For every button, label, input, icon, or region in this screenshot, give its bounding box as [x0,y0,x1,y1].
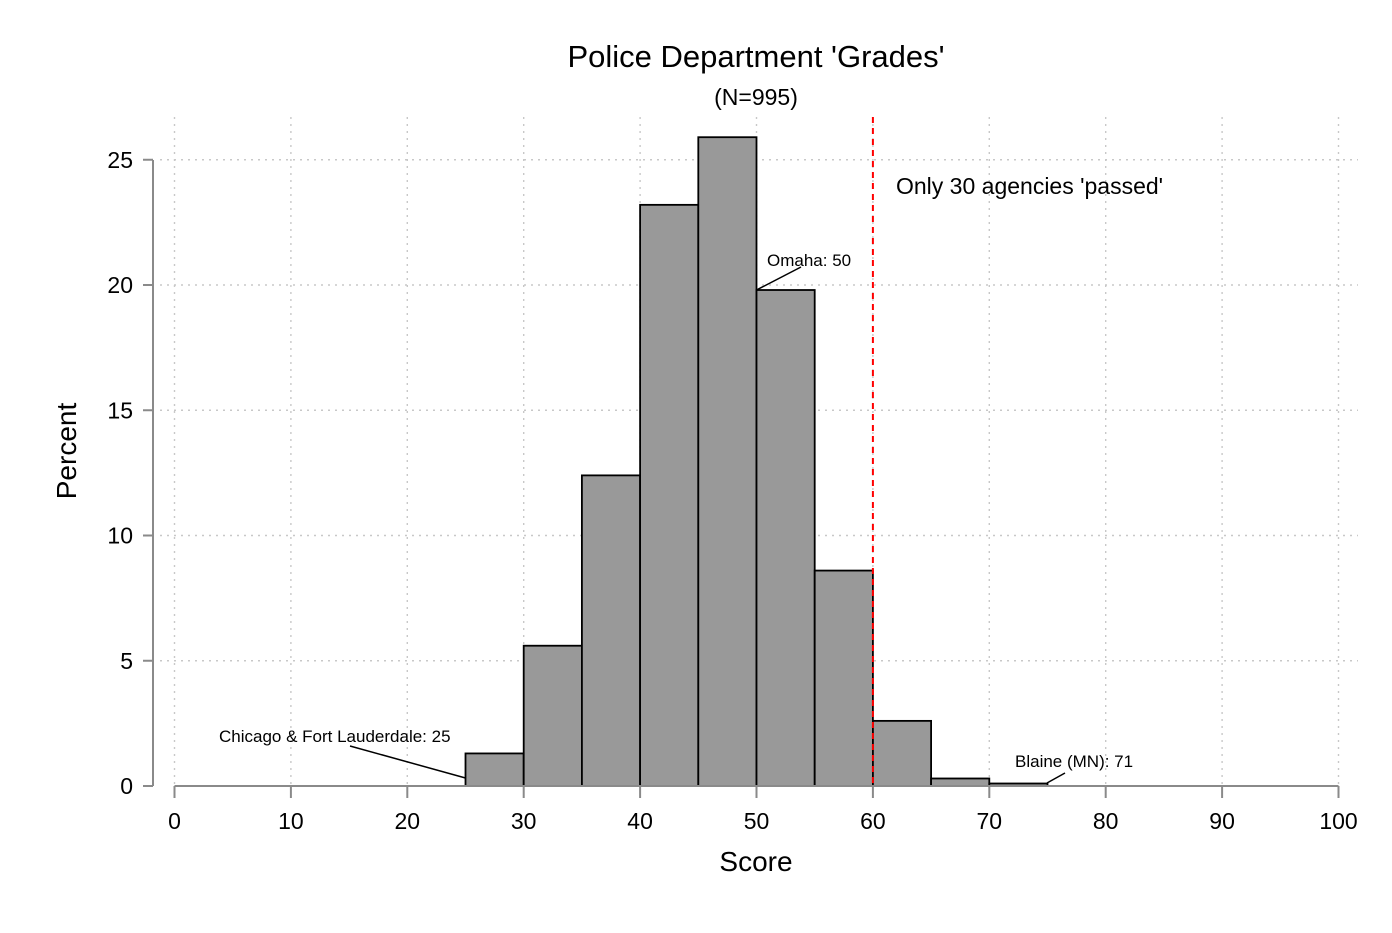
histogram-bar [522,644,583,787]
x-tick-label: 40 [627,808,653,834]
x-tick-label: 90 [1209,808,1235,834]
annotations: Only 30 agencies 'passed' Omaha: 50 Chicag… [219,117,1163,786]
x-tick-label: 30 [511,808,537,834]
histogram-bar [581,474,642,787]
chart-subtitle: (N=995) [714,84,798,110]
y-tick-label: 20 [107,272,133,298]
chart-title: Police Department 'Grades' [567,39,944,74]
chicago-leader-line [349,745,466,779]
x-axis-title: Score [719,846,792,877]
histogram-bar [930,777,991,787]
histogram-bar [639,203,700,787]
x-tick-label: 70 [977,808,1003,834]
histogram-bar [755,289,816,787]
histogram-bar [464,752,525,787]
x-tick-label: 80 [1093,808,1119,834]
x-tick-label: 50 [744,808,770,834]
histogram-bar [697,136,758,787]
axes: 0 5 10 15 20 25 0 10 20 30 40 50 60 70 80 90 100 [107,147,1357,834]
x-tick-label: 60 [860,808,886,834]
histogram-bars [464,136,1049,787]
omaha-leader-line [756,266,802,291]
passed-annotation: Only 30 agencies 'passed' [896,173,1163,199]
omaha-annotation: Omaha: 50 [767,251,851,270]
x-tick-label: 10 [278,808,304,834]
histogram-bar [813,569,874,787]
y-tick-label: 15 [107,397,133,423]
y-axis-title: Percent [51,403,82,500]
y-tick-label: 10 [107,523,133,549]
x-tick-label: 20 [395,808,421,834]
blaine-leader-line [1046,772,1066,784]
y-tick-label: 5 [120,648,133,674]
y-tick-label: 0 [120,773,133,799]
blaine-annotation: Blaine (MN): 71 [1015,752,1133,771]
x-tick-label: 100 [1319,808,1357,834]
histogram-bar [872,719,933,787]
chicago-annotation: Chicago & Fort Lauderdale: 25 [219,727,451,746]
y-tick-label: 25 [107,147,133,173]
x-tick-label: 0 [168,808,181,834]
